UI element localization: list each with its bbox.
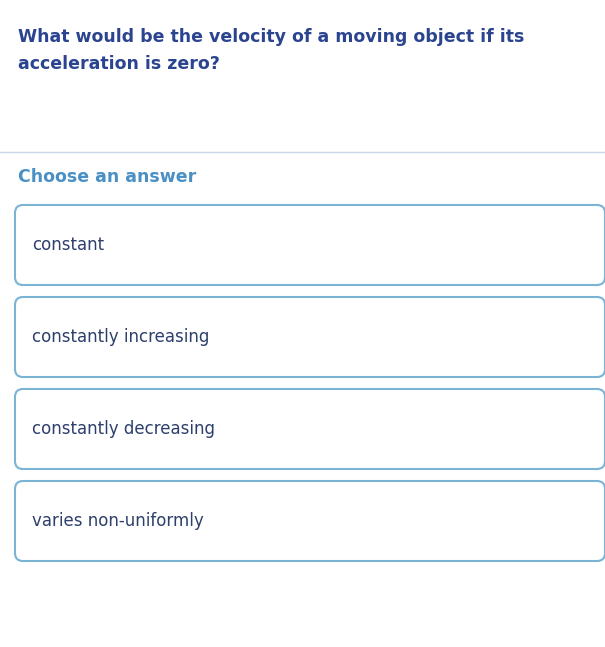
FancyBboxPatch shape [15,389,605,469]
FancyBboxPatch shape [15,205,605,285]
Text: Choose an answer: Choose an answer [18,168,196,186]
Text: What would be the velocity of a moving object if its: What would be the velocity of a moving o… [18,28,525,46]
Text: constant: constant [32,236,104,254]
Text: acceleration is zero?: acceleration is zero? [18,55,220,73]
Text: constantly increasing: constantly increasing [32,328,209,346]
Text: varies non-uniformly: varies non-uniformly [32,512,204,530]
Text: constantly decreasing: constantly decreasing [32,420,215,438]
FancyBboxPatch shape [15,481,605,561]
FancyBboxPatch shape [15,297,605,377]
